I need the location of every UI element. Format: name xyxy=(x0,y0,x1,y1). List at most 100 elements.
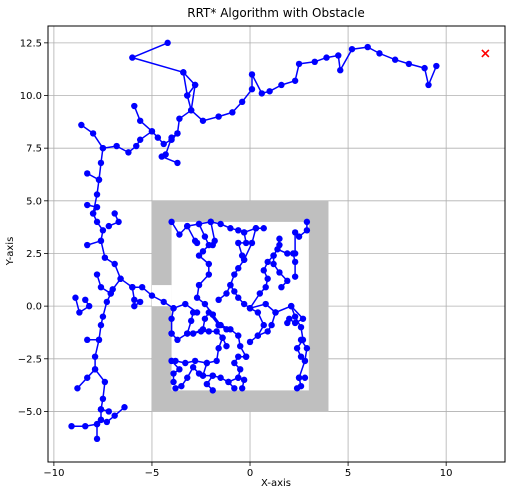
tree-node xyxy=(203,380,211,388)
tree-node xyxy=(95,176,103,183)
tree-node xyxy=(136,298,144,306)
tree-node xyxy=(238,98,246,106)
tree-node xyxy=(97,283,105,291)
goal-marker xyxy=(481,49,490,58)
y-axis-label: Y-axis xyxy=(5,237,16,267)
tree-node xyxy=(274,246,281,253)
tree-node xyxy=(303,345,311,352)
tree-node xyxy=(284,277,291,285)
tree-node xyxy=(260,267,267,274)
tree-branch xyxy=(257,312,277,337)
tree-node xyxy=(248,71,256,78)
tree-node xyxy=(201,300,209,308)
tree-node xyxy=(229,109,236,116)
tree-node xyxy=(199,326,207,333)
tree-node xyxy=(219,334,226,341)
tree-node xyxy=(193,239,201,247)
tree-node xyxy=(101,254,109,261)
tree-node xyxy=(201,315,209,322)
tree-node xyxy=(84,241,91,249)
tree-node xyxy=(103,418,111,426)
tree-node xyxy=(189,309,197,316)
y-tick-label: 2.5 xyxy=(26,249,42,260)
tree-node xyxy=(231,385,238,392)
tree-node xyxy=(323,54,330,61)
tree-node xyxy=(303,227,311,234)
tree-node xyxy=(93,218,101,226)
tree-node xyxy=(172,385,179,392)
tree-node xyxy=(260,225,267,232)
tree-node xyxy=(68,422,75,430)
tree-node xyxy=(227,225,234,232)
tree-node xyxy=(270,252,277,259)
x-tick-label: −10 xyxy=(43,468,64,479)
tree-node xyxy=(184,92,191,99)
tree-node xyxy=(99,313,107,320)
tree-node xyxy=(193,294,201,301)
tree-node xyxy=(187,107,195,114)
tree-node xyxy=(89,130,97,137)
tree-node xyxy=(170,305,177,312)
tree-branch xyxy=(171,360,181,382)
tree-node xyxy=(231,288,238,295)
tree-node xyxy=(184,222,191,230)
tree-node xyxy=(154,134,162,141)
tree-node xyxy=(231,271,238,278)
tree-node xyxy=(264,328,271,335)
tree-node xyxy=(111,412,118,419)
tree-node xyxy=(82,296,89,304)
chart-title: RRT* Algorithm with Obstacle xyxy=(187,6,365,20)
tree-node xyxy=(158,153,165,160)
tree-node xyxy=(291,258,299,266)
y-tick-label: 5.0 xyxy=(26,196,42,207)
tree-node xyxy=(425,81,432,89)
tree-node xyxy=(215,345,222,352)
tree-node xyxy=(78,121,85,129)
tree-node xyxy=(184,374,191,381)
tree-node xyxy=(129,283,136,291)
tree-node xyxy=(288,302,295,310)
tree-node xyxy=(240,376,248,384)
tree-node xyxy=(85,302,93,310)
tree-node xyxy=(235,265,242,272)
y-tick-label: 7.5 xyxy=(26,144,42,155)
tree-node xyxy=(189,330,197,337)
tree-node xyxy=(311,58,318,66)
x-tick-label: 5 xyxy=(345,468,351,479)
tree-node xyxy=(297,336,305,344)
y-tick-label: 10.0 xyxy=(20,91,42,102)
y-tick-label: 12.5 xyxy=(20,38,42,49)
tree-node xyxy=(301,374,309,381)
tree-node xyxy=(93,420,101,428)
tree-node xyxy=(225,378,232,386)
plot-frame xyxy=(47,25,506,463)
tree-node xyxy=(117,275,124,282)
tree-node xyxy=(97,321,105,329)
tree-node xyxy=(252,225,260,232)
tree-node xyxy=(217,220,224,228)
tree-node xyxy=(337,67,344,74)
tree-node xyxy=(101,378,109,386)
tree-node xyxy=(258,90,265,97)
tree-node xyxy=(191,81,199,89)
tree-node xyxy=(97,416,105,424)
tree-node xyxy=(170,370,177,377)
tree-node xyxy=(240,300,248,308)
tree-node xyxy=(84,170,91,177)
tree-node xyxy=(182,359,189,367)
tree-node xyxy=(133,142,140,150)
tree-node xyxy=(189,364,197,371)
tree-node xyxy=(376,50,383,57)
tree-node xyxy=(293,345,301,352)
tree-node xyxy=(278,283,285,291)
tree-node xyxy=(235,239,242,247)
tree-node xyxy=(272,309,279,316)
tree-node xyxy=(178,382,185,390)
tree-node xyxy=(111,210,118,217)
axis-ticks: −10 −5 0 5 10 −5.0 −2.5 0.0 2.5 5.0 7.5 10.0 12.5 xyxy=(18,38,453,479)
tree-node xyxy=(148,292,156,299)
tree-node xyxy=(205,328,213,335)
tree-node xyxy=(348,45,356,53)
tree-node xyxy=(433,62,440,70)
